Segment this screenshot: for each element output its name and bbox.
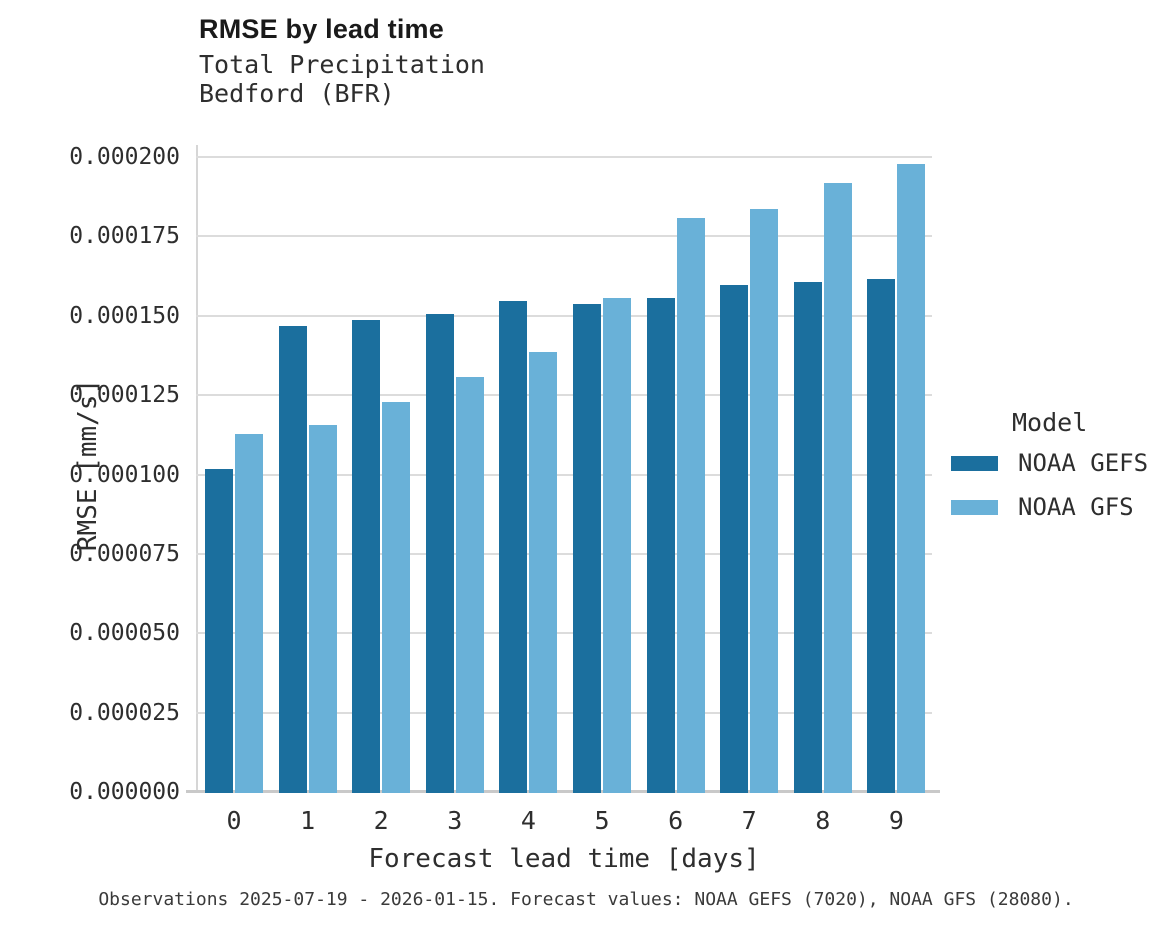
x-tick-0: 0 [226, 806, 242, 835]
bar-noaa-gfs-lead-7 [750, 209, 778, 793]
bar-noaa-gfs-lead-9 [897, 164, 925, 793]
x-axis-baseline [186, 790, 940, 793]
bar-noaa-gfs-lead-4 [529, 352, 557, 793]
chart-subtitle-location: Bedford (BFR) [199, 79, 395, 108]
x-tick-8: 8 [815, 806, 831, 835]
y-tick-0.000025: 0.000025 [69, 699, 180, 726]
bar-noaa-gfs-lead-2 [382, 402, 410, 793]
y-tick-0.000200: 0.000200 [69, 144, 180, 170]
bar-noaa-gfs-lead-0 [235, 434, 263, 793]
legend-swatch-noaa-gefs [951, 455, 998, 471]
bar-noaa-gefs-lead-1 [279, 326, 307, 793]
plot-area [186, 145, 940, 793]
x-tick-3: 3 [447, 806, 463, 835]
x-tick-1: 1 [300, 806, 316, 835]
y-tick-0.000175: 0.000175 [69, 223, 180, 250]
bar-noaa-gfs-lead-5 [603, 298, 631, 793]
legend: Model NOAA GEFS NOAA GFS [951, 408, 1171, 537]
legend-entry-noaa-gfs: NOAA GFS [951, 493, 1171, 521]
bar-noaa-gefs-lead-9 [867, 279, 895, 793]
bar-noaa-gfs-lead-1 [309, 425, 337, 793]
legend-entry-noaa-gefs: NOAA GEFS [951, 449, 1171, 477]
bar-noaa-gefs-lead-3 [426, 314, 454, 793]
bar-noaa-gefs-lead-0 [205, 469, 233, 793]
y-axis-tick-labels: 0.000000 0.000025 0.000050 0.000075 0.000100… [0, 144, 180, 805]
legend-swatch-noaa-gfs [951, 499, 998, 515]
bar-noaa-gefs-lead-7 [720, 285, 748, 793]
gridline-0.000050 [196, 632, 932, 635]
y-tick-0.000125: 0.000125 [69, 382, 180, 409]
legend-label-noaa-gfs: NOAA GFS [1018, 493, 1134, 521]
bar-noaa-gefs-lead-4 [499, 301, 527, 793]
bar-noaa-gfs-lead-6 [677, 218, 705, 793]
legend-title: Model [1012, 408, 1088, 437]
gridline-0.000175 [196, 235, 932, 238]
bar-noaa-gefs-lead-2 [352, 320, 380, 793]
gridline-0.000150 [196, 314, 932, 317]
x-tick-4: 4 [520, 806, 536, 835]
legend-label-noaa-gefs: NOAA GEFS [1018, 449, 1149, 477]
y-tick-0.000150: 0.000150 [69, 302, 180, 329]
x-tick-9: 9 [888, 806, 904, 835]
chart-caption: Observations 2025-07-19 - 2026-01-15. Fo… [98, 889, 1074, 910]
x-axis-label: Forecast lead time [days] [368, 844, 760, 874]
x-tick-2: 2 [373, 806, 389, 835]
chart-subtitle-variable: Total Precipitation [199, 50, 485, 79]
bar-noaa-gefs-lead-8 [794, 282, 822, 793]
y-tick-0.000050: 0.000050 [69, 620, 180, 647]
x-tick-6: 6 [668, 806, 684, 835]
bar-noaa-gfs-lead-3 [456, 377, 484, 793]
gridline-0.000100 [196, 473, 932, 476]
y-axis-line [196, 145, 198, 793]
y-tick-0.000100: 0.000100 [69, 461, 180, 488]
gridline-0.000075 [196, 552, 932, 555]
gridline-0.000025 [196, 711, 932, 714]
y-tick-0.000075: 0.000075 [69, 540, 180, 567]
y-tick-0.000000: 0.000000 [69, 779, 180, 805]
chart-title: RMSE by lead time [199, 14, 444, 44]
x-tick-7: 7 [741, 806, 757, 835]
x-tick-5: 5 [594, 806, 610, 835]
bar-noaa-gfs-lead-8 [824, 183, 852, 793]
gridline-0.000200 [196, 156, 932, 158]
bar-noaa-gefs-lead-5 [573, 304, 601, 793]
x-axis-tick-labels: 0 1 2 3 4 5 6 7 8 9 [196, 806, 932, 836]
bar-noaa-gefs-lead-6 [647, 298, 675, 793]
gridline-0.000125 [196, 394, 932, 397]
